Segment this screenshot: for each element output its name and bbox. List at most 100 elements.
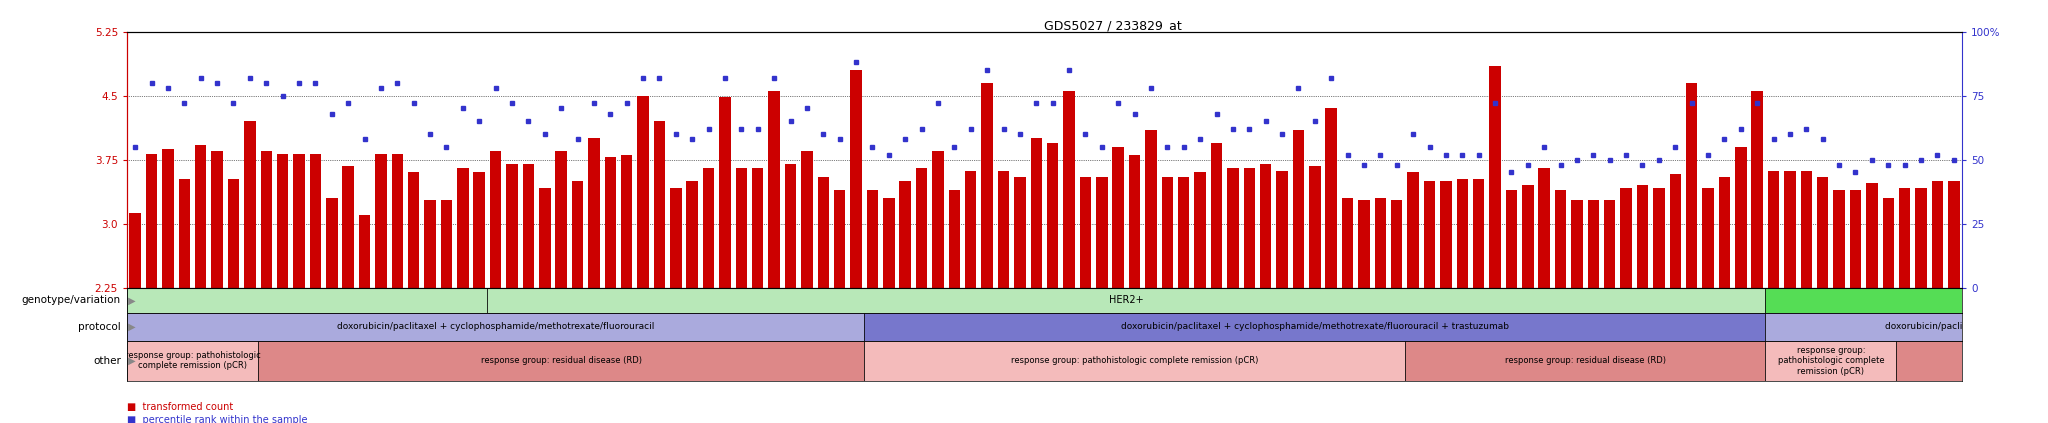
Bar [1423, 181, 1436, 288]
Bar [1735, 147, 1747, 288]
Bar [1702, 188, 1714, 288]
Bar [326, 198, 338, 288]
Bar [1014, 177, 1026, 288]
Bar [473, 173, 485, 288]
Bar [1522, 185, 1534, 288]
Bar [506, 164, 518, 288]
Bar [1669, 174, 1681, 288]
Bar [1276, 171, 1288, 288]
Bar [997, 171, 1010, 288]
Bar [1210, 143, 1223, 288]
Bar [260, 151, 272, 288]
Bar [653, 121, 666, 288]
Bar [948, 190, 961, 288]
Bar [1882, 198, 1894, 288]
Text: response group: pathohistologic complete remission (pCR): response group: pathohistologic complete… [1012, 356, 1257, 365]
Text: response group: residual disease (RD): response group: residual disease (RD) [2030, 356, 2048, 365]
Text: doxorubicin/paclitaxel + cyclophosphamide/methotrexate/fluorouracil: doxorubicin/paclitaxel + cyclophosphamid… [1886, 322, 2048, 331]
Bar [1405, 341, 1765, 381]
Bar [1358, 200, 1370, 288]
Bar [883, 198, 895, 288]
Bar [1161, 177, 1174, 288]
Bar [1538, 168, 1550, 288]
Bar [1767, 171, 1780, 288]
Bar [1096, 177, 1108, 288]
Bar [768, 91, 780, 288]
Bar [571, 181, 584, 288]
Bar [127, 313, 864, 341]
Bar [162, 148, 174, 288]
Bar [864, 313, 1765, 341]
Bar [1325, 109, 1337, 288]
Text: response group: residual disease (RD): response group: residual disease (RD) [481, 356, 641, 365]
Bar [1833, 190, 1845, 288]
Text: response group: residual disease (RD): response group: residual disease (RD) [1505, 356, 1665, 365]
Bar [965, 171, 977, 288]
Text: protocol: protocol [78, 322, 121, 332]
Bar [1866, 183, 1878, 288]
Bar [1604, 200, 1616, 288]
Bar [555, 151, 567, 288]
Bar [1915, 188, 1927, 288]
Bar [539, 188, 551, 288]
Bar [1374, 198, 1386, 288]
Text: doxorubicin/paclitaxel + cyclophosphamide/methotrexate/fluorouracil + trastuzuma: doxorubicin/paclitaxel + cyclophosphamid… [1120, 322, 1509, 331]
Bar [1587, 200, 1599, 288]
Bar [1440, 181, 1452, 288]
Bar [293, 154, 305, 288]
Text: HER2+: HER2+ [1110, 295, 1143, 305]
Bar [834, 190, 846, 288]
Bar [211, 151, 223, 288]
Text: response group:
pathohistologic complete
remission (pCR): response group: pathohistologic complete… [1778, 346, 1884, 376]
Bar [817, 177, 829, 288]
Bar [375, 154, 387, 288]
Bar [1931, 181, 1944, 288]
Bar [358, 215, 371, 288]
Bar [258, 341, 864, 381]
Bar [686, 181, 698, 288]
Bar [522, 164, 535, 288]
Bar [1765, 313, 2048, 341]
Bar [127, 288, 487, 313]
Bar [1128, 155, 1141, 288]
Bar [342, 166, 354, 288]
Bar [145, 154, 158, 288]
Bar [752, 168, 764, 288]
Bar [227, 179, 240, 288]
Bar [487, 288, 1765, 313]
Bar [670, 188, 682, 288]
Bar [1292, 130, 1305, 288]
Bar [784, 164, 797, 288]
Text: response group: pathohistologic
complete remission (pCR): response group: pathohistologic complete… [125, 351, 260, 370]
Bar [1765, 341, 1896, 381]
Bar [588, 138, 600, 288]
Text: other: other [92, 356, 121, 365]
Bar [1407, 173, 1419, 288]
Bar [178, 179, 190, 288]
Bar [637, 96, 649, 288]
Text: GDS5027 / 233829_at: GDS5027 / 233829_at [1044, 19, 1182, 32]
Bar [1047, 143, 1059, 288]
Bar [1243, 168, 1255, 288]
Bar [1800, 171, 1812, 288]
Bar [702, 168, 715, 288]
Bar [1686, 83, 1698, 288]
Text: doxorubicin/paclitaxel + cyclophosphamide/methotrexate/fluorouracil: doxorubicin/paclitaxel + cyclophosphamid… [338, 322, 653, 331]
Text: ■  percentile rank within the sample: ■ percentile rank within the sample [127, 415, 307, 423]
Bar [1489, 66, 1501, 288]
Bar [1391, 200, 1403, 288]
Bar [801, 151, 813, 288]
Bar [1765, 288, 2048, 313]
Bar [1554, 190, 1567, 288]
Bar [866, 190, 879, 288]
Bar [1178, 177, 1190, 288]
Text: HER2-: HER2- [2030, 295, 2048, 305]
Bar [604, 157, 616, 288]
Bar [195, 145, 207, 288]
Bar [1620, 188, 1632, 288]
Text: ▶: ▶ [125, 295, 135, 305]
Bar [457, 168, 469, 288]
Bar [932, 151, 944, 288]
Bar [276, 154, 289, 288]
Bar [1505, 190, 1518, 288]
